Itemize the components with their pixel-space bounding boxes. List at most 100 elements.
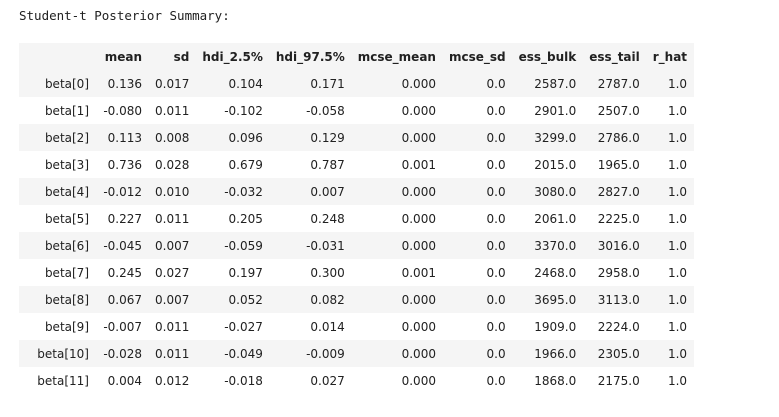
table-cell: 3016.0: [597, 238, 640, 253]
table-cell: 1.0: [667, 319, 688, 334]
table-cell: 2958.0: [597, 265, 640, 280]
column-header-ess-bulk: ess_bulk: [512, 43, 584, 70]
table-cell: 0.000: [401, 238, 436, 253]
table-row: beta[1] -0.080 0.011 -0.102 -0.058 0.000 0.0 29…: [19, 97, 695, 124]
table-cell: 2225.0: [597, 211, 640, 226]
table-cell: 0.0: [486, 238, 506, 253]
table-cell: -0.080: [103, 103, 142, 118]
table-row: beta[7] 0.245 0.027 0.197 0.300 0.001 0.0 2468.…: [19, 259, 695, 286]
table-cell: 0.052: [228, 292, 263, 307]
table-cell: 0.000: [401, 319, 436, 334]
table-row: beta[3] 0.736 0.028 0.679 0.787 0.001 0.0 2015.…: [19, 151, 695, 178]
table-cell: 0.0: [486, 184, 506, 199]
table-cell: 0.007: [155, 238, 190, 253]
row-index-label: beta[7]: [44, 265, 89, 280]
table-row: beta[6] -0.045 0.007 -0.059 -0.031 0.000 0.0 33…: [19, 232, 695, 259]
table-cell: 0.0: [486, 265, 506, 280]
table-cell: 0.000: [401, 76, 436, 91]
column-header-sd: sd: [149, 43, 197, 70]
table-cell: 0.067: [107, 292, 142, 307]
table-cell: 0.008: [155, 130, 190, 145]
table-cell: 0.129: [310, 130, 345, 145]
table-cell: -0.007: [103, 319, 142, 334]
table-cell: 0.113: [107, 130, 142, 145]
table-cell: 0.0: [486, 319, 506, 334]
table-cell: 0.000: [401, 103, 436, 118]
table-body: beta[0] 0.136 0.017 0.104 0.171 0.000 0.0 2587.…: [19, 70, 695, 394]
column-header-ess-tail: ess_tail: [583, 43, 647, 70]
table-cell: 0.205: [228, 211, 263, 226]
column-header-hdi-high: hdi_97.5%: [269, 43, 352, 70]
table-cell: 0.248: [310, 211, 345, 226]
posterior-summary-table: mean sd hdi_2.5% hdi_97.5% mcse_mean mcs…: [19, 43, 695, 394]
table-cell: -0.032: [224, 184, 263, 199]
row-index-label: beta[4]: [44, 184, 89, 199]
table-row: beta[11] 0.004 0.012 -0.018 0.027 0.000 0.0 186…: [19, 367, 695, 394]
table-cell: 0.007: [155, 292, 190, 307]
table-cell: -0.028: [103, 346, 142, 361]
table-cell: 1.0: [667, 157, 688, 172]
table-cell: 0.000: [401, 292, 436, 307]
table-cell: 0.011: [155, 319, 190, 334]
table-cell: 0.679: [228, 157, 263, 172]
table-cell: 0.0: [486, 373, 506, 388]
row-index-label: beta[11]: [37, 373, 89, 388]
table-cell: 0.011: [155, 211, 190, 226]
table-cell: 0.0: [486, 292, 506, 307]
table-cell: 1.0: [667, 130, 688, 145]
table-cell: -0.018: [224, 373, 263, 388]
table-cell: 0.0: [486, 211, 506, 226]
column-header-mean: mean: [96, 43, 149, 70]
table-header: mean sd hdi_2.5% hdi_97.5% mcse_mean mcs…: [19, 43, 695, 70]
table-cell: 0.082: [310, 292, 345, 307]
table-row: beta[8] 0.067 0.007 0.052 0.082 0.000 0.0 3695.…: [19, 286, 695, 313]
table-cell: 2901.0: [534, 103, 577, 118]
table-cell: 0.007: [310, 184, 345, 199]
table-cell: 1.0: [667, 184, 688, 199]
table-cell: 0.011: [155, 103, 190, 118]
table-cell: 0.000: [401, 346, 436, 361]
table-cell: 2787.0: [597, 76, 640, 91]
table-cell: -0.059: [224, 238, 263, 253]
table-row: beta[5] 0.227 0.011 0.205 0.248 0.000 0.0 2061.…: [19, 205, 695, 232]
table-cell: 0.000: [401, 373, 436, 388]
table-cell: 1.0: [667, 76, 688, 91]
table-cell: 0.001: [401, 265, 436, 280]
table-cell: -0.058: [306, 103, 345, 118]
table-cell: 0.171: [310, 76, 345, 91]
table-cell: 0.787: [310, 157, 345, 172]
row-index-label: beta[2]: [44, 130, 89, 145]
table-cell: 1.0: [667, 238, 688, 253]
table-cell: 2015.0: [534, 157, 577, 172]
table-row: beta[10] -0.028 0.011 -0.049 -0.009 0.000 0.0 1…: [19, 340, 695, 367]
table-cell: 0.000: [401, 130, 436, 145]
table-cell: -0.049: [224, 346, 263, 361]
table-cell: 0.227: [107, 211, 142, 226]
table-row: beta[4] -0.012 0.010 -0.032 0.007 0.000 0.0 308…: [19, 178, 695, 205]
table-cell: 2305.0: [597, 346, 640, 361]
table-cell: 3299.0: [534, 130, 577, 145]
table-cell: 3080.0: [534, 184, 577, 199]
table-cell: 0.300: [310, 265, 345, 280]
stdout-text: Student-t Posterior Summary:: [19, 8, 230, 23]
table-cell: -0.027: [224, 319, 263, 334]
table-row: beta[2] 0.113 0.008 0.096 0.129 0.000 0.0 3299.…: [19, 124, 695, 151]
table-cell: 2507.0: [597, 103, 640, 118]
table-cell: 0.028: [155, 157, 190, 172]
table-cell: 0.000: [401, 184, 436, 199]
column-header-mcse-sd: mcse_sd: [442, 43, 513, 70]
table-cell: 0.0: [486, 103, 506, 118]
table-cell: 0.000: [401, 211, 436, 226]
table-cell: 0.0: [486, 346, 506, 361]
table-cell: 1909.0: [534, 319, 577, 334]
table-cell: 0.096: [228, 130, 263, 145]
table-cell: 1.0: [667, 103, 688, 118]
table-cell: 2786.0: [597, 130, 640, 145]
table-cell: 1868.0: [534, 373, 577, 388]
table-cell: 2587.0: [534, 76, 577, 91]
table-cell: 2175.0: [597, 373, 640, 388]
row-index-label: beta[9]: [44, 319, 89, 334]
table-cell: 3695.0: [534, 292, 577, 307]
table-cell: 0.004: [107, 373, 142, 388]
